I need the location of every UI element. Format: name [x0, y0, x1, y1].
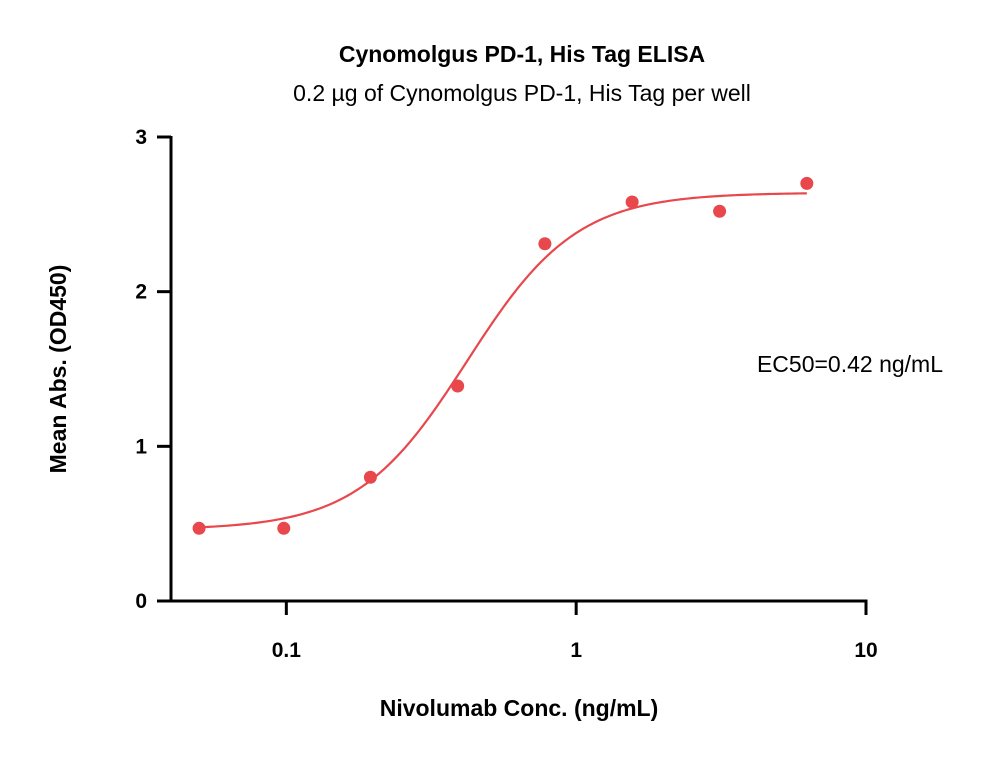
x-tick-label: 10	[854, 639, 877, 662]
ec50-annotation: EC50=0.42 ng/mL	[757, 351, 943, 377]
data-points	[192, 176, 814, 535]
data-point	[277, 521, 291, 535]
y-axis: 0 1 2 3	[135, 126, 173, 613]
data-point	[192, 521, 206, 535]
x-axis-label: Nivolumab Conc. (ng/mL)	[380, 695, 659, 721]
y-tick-label: 1	[135, 435, 147, 458]
data-point	[713, 204, 727, 218]
data-point	[538, 237, 552, 251]
y-tick-label: 0	[135, 590, 147, 613]
x-axis: 0.1 1 10	[169, 599, 878, 662]
x-tick-label: 1	[570, 639, 582, 662]
y-tick-label: 2	[135, 281, 147, 304]
data-point	[451, 379, 465, 393]
y-tick-label: 3	[135, 126, 147, 149]
data-point	[625, 195, 639, 209]
y-axis-label: Mean Abs. (OD450)	[45, 265, 71, 474]
chart-title: Cynomolgus PD-1, His Tag ELISA	[339, 41, 705, 67]
data-point	[800, 176, 814, 190]
fit-curve	[199, 192, 807, 529]
x-tick-label: 0.1	[272, 639, 302, 662]
chart-subtitle: 0.2 µg of Cynomolgus PD-1, His Tag per w…	[293, 80, 751, 106]
data-point	[363, 470, 377, 484]
